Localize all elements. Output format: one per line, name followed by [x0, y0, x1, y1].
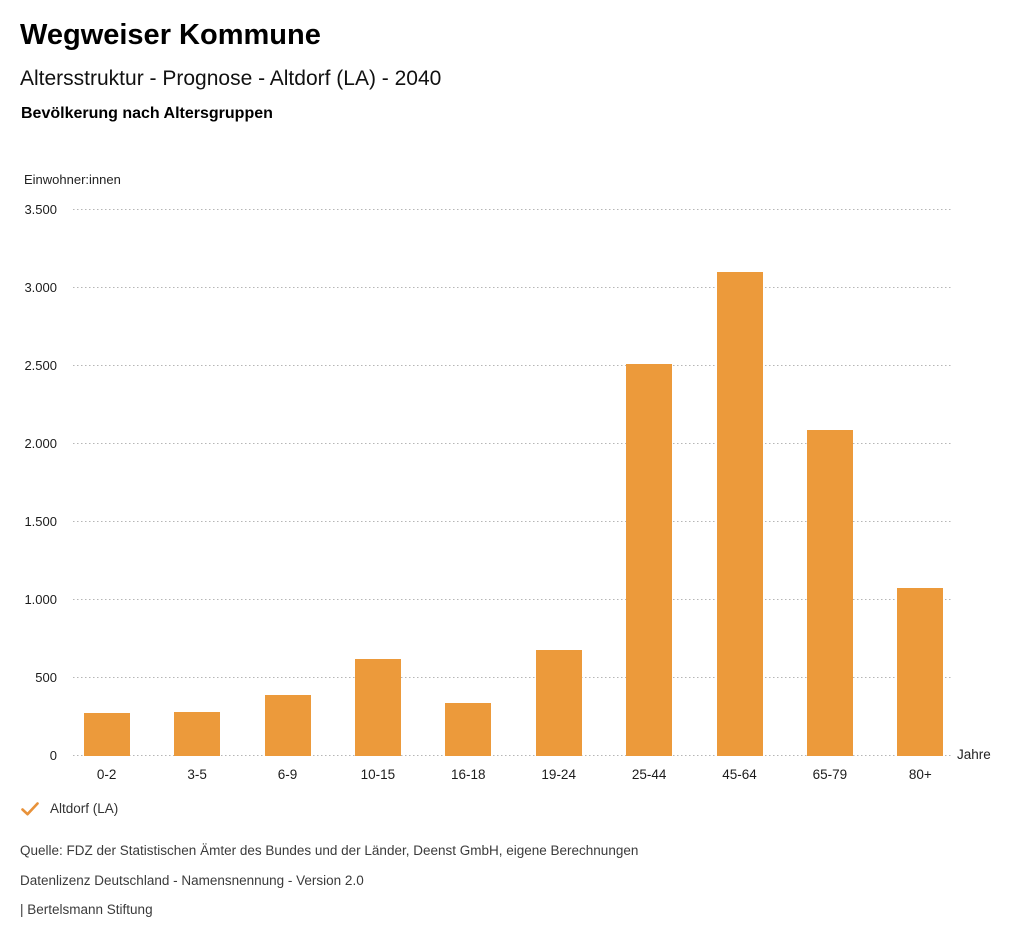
bar-25-44[interactable]: [626, 364, 673, 756]
footer-attribution: | Bertelsmann Stiftung: [20, 902, 153, 917]
legend-label: Altdorf (LA): [50, 801, 119, 816]
x-tick-label-0-2: 0-2: [96, 767, 117, 782]
x-tick-label-19-24: 19-24: [541, 767, 576, 782]
plot-area: 0 500 1.000 1.500 2.000 2.500 3.000 3.500: [24, 202, 952, 763]
x-tick-label-10-15: 10-15: [360, 767, 396, 782]
y-tick-label-0: 0: [49, 748, 57, 763]
bar-65-79[interactable]: [806, 429, 853, 756]
x-tick-label-3-5: 3-5: [187, 767, 207, 782]
footer-source: Quelle: FDZ der Statistischen Ämter des …: [20, 843, 639, 858]
gridline-500: [73, 677, 952, 680]
x-tick-label-80+: 80+: [908, 767, 932, 782]
y-tick-label-2.000: 2.000: [24, 436, 57, 451]
x-tick-label-16-18: 16-18: [451, 767, 486, 782]
gridline-1.500: [73, 521, 952, 524]
page-subtitle: Altersstruktur - Prognose - Altdorf (LA)…: [20, 67, 442, 90]
bar-19-24[interactable]: [535, 649, 582, 756]
x-axis-unit-label: Jahre: [957, 747, 991, 762]
footer-license: Datenlizenz Deutschland - Namensnennung …: [20, 872, 364, 888]
y-tick-label-1.000: 1.000: [24, 592, 57, 607]
footer: Quelle: FDZ der Statistischen Ämter des …: [20, 843, 980, 932]
bar-0-2[interactable]: [83, 713, 130, 756]
bar-45-64[interactable]: [716, 271, 763, 756]
y-axis-unit-label: Einwohner:innen: [24, 172, 121, 187]
y-tick-label-500: 500: [35, 670, 57, 685]
gridline-2.500: [73, 365, 952, 368]
bar-80+[interactable]: [897, 588, 944, 756]
x-tick-label-6-9: 6-9: [277, 767, 298, 782]
y-tick-label-3.500: 3.500: [24, 202, 57, 217]
check-icon: [21, 801, 39, 815]
legend-item-altdorf[interactable]: Altdorf (LA): [21, 801, 118, 816]
bar-10-15[interactable]: [354, 659, 401, 756]
y-tick-label-3.000: 3.000: [24, 280, 57, 295]
page-title: Wegweiser Kommune: [20, 19, 321, 51]
gridline-0: [73, 755, 952, 758]
chart-section-title: Bevölkerung nach Altersgruppen: [21, 105, 273, 122]
legend: Altdorf (LA): [21, 801, 118, 821]
y-tick-label-2.500: 2.500: [24, 358, 57, 373]
bar-3-5[interactable]: [174, 711, 221, 756]
bar-chart: 0 500 1.000 1.500 2.000 2.500 3.000 3.500 Jahre…: [0, 202, 1024, 796]
x-tick-label-45-64: 45-64: [722, 767, 757, 782]
gridline-3.000: [73, 287, 952, 290]
x-tick-label-25-44: 25-44: [631, 767, 667, 782]
bar-16-18[interactable]: [445, 702, 492, 756]
x-tick-label-65-79: 65-79: [812, 767, 848, 782]
gridline-2.000: [73, 443, 952, 446]
y-tick-label-1.500: 1.500: [24, 514, 57, 529]
bar-6-9[interactable]: [264, 695, 311, 756]
gridline-1.000: [73, 599, 952, 602]
gridline-3.500: [73, 209, 952, 212]
